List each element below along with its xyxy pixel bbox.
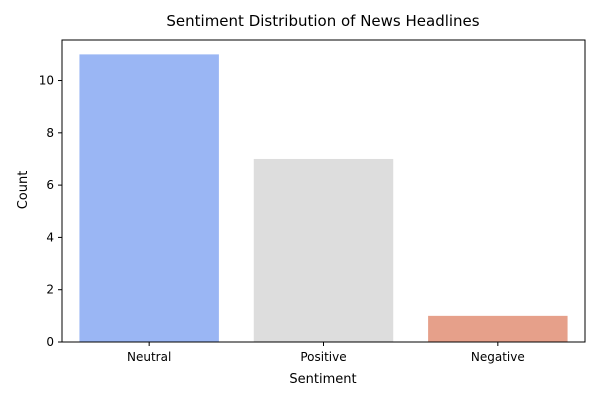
bar-negative bbox=[428, 315, 568, 342]
y-tick-label: 10 bbox=[39, 74, 54, 88]
x-tick-label: Negative bbox=[471, 350, 525, 364]
y-axis-label: Count bbox=[16, 171, 31, 210]
x-axis-label: Sentiment bbox=[289, 372, 356, 387]
x-tick-label: Positive bbox=[300, 350, 346, 364]
chart-title: Sentiment Distribution of News Headlines bbox=[166, 12, 479, 30]
y-tick-label: 0 bbox=[46, 335, 54, 349]
bar-neutral bbox=[79, 54, 219, 342]
y-tick-label: 2 bbox=[46, 283, 54, 297]
x-tick-label: Neutral bbox=[127, 350, 171, 364]
y-tick-label: 6 bbox=[46, 178, 54, 192]
plot-frame bbox=[61, 39, 586, 343]
y-tick-label: 4 bbox=[46, 230, 54, 244]
y-tick-label: 8 bbox=[46, 126, 54, 140]
bar-positive bbox=[253, 158, 394, 342]
plot-area: Neutral Positive Negative 0 2 4 6 8 10 bbox=[39, 39, 586, 364]
